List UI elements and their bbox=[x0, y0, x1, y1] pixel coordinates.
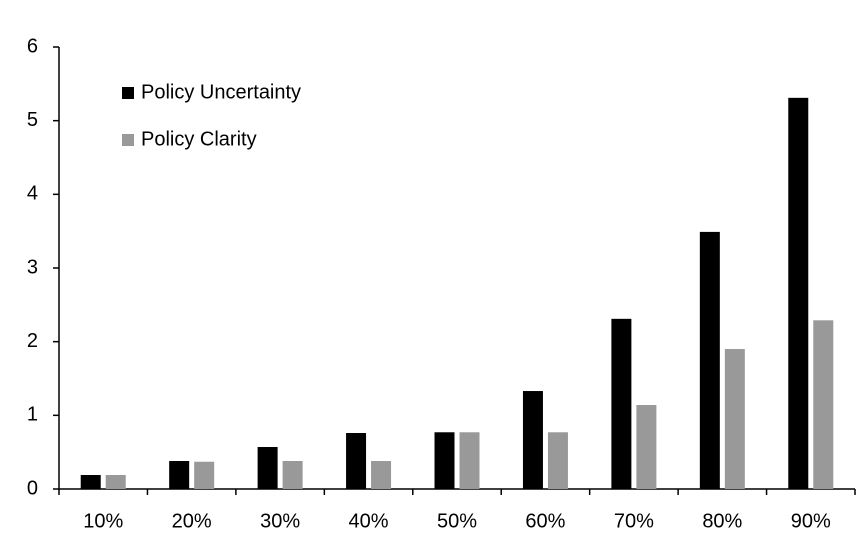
bar bbox=[346, 433, 367, 489]
bar bbox=[434, 432, 455, 489]
bar bbox=[699, 231, 720, 490]
bar bbox=[547, 432, 568, 489]
bar bbox=[371, 461, 392, 489]
legend-swatch bbox=[122, 134, 134, 146]
x-tick-label: 90% bbox=[791, 510, 831, 532]
bar bbox=[724, 349, 745, 489]
x-tick-label: 80% bbox=[702, 510, 742, 532]
x-tick-label: 50% bbox=[437, 510, 477, 532]
legend-swatch bbox=[122, 87, 134, 99]
bar bbox=[636, 405, 657, 489]
y-tick-label: 0 bbox=[27, 477, 38, 499]
bar bbox=[257, 447, 278, 489]
bar bbox=[813, 320, 834, 489]
legend-label: Policy Uncertainty bbox=[141, 81, 301, 103]
legend-label: Policy Clarity bbox=[141, 128, 257, 150]
bar bbox=[105, 475, 126, 489]
x-tick-label: 30% bbox=[260, 510, 300, 532]
bar bbox=[282, 461, 303, 489]
x-tick-label: 70% bbox=[614, 510, 654, 532]
bar bbox=[522, 391, 543, 489]
y-tick-label: 6 bbox=[27, 35, 38, 57]
x-tick-label: 20% bbox=[172, 510, 212, 532]
bar bbox=[80, 475, 101, 489]
x-tick-label: 10% bbox=[83, 510, 123, 532]
bar bbox=[459, 432, 480, 489]
y-tick-label: 5 bbox=[27, 109, 38, 131]
bar bbox=[611, 318, 632, 489]
y-tick-label: 1 bbox=[27, 404, 38, 426]
x-tick-label: 60% bbox=[525, 510, 565, 532]
bar bbox=[194, 461, 215, 489]
bar bbox=[788, 97, 809, 489]
bar bbox=[169, 461, 190, 489]
y-tick-label: 4 bbox=[27, 183, 38, 205]
x-tick-label: 40% bbox=[349, 510, 389, 532]
y-tick-label: 3 bbox=[27, 256, 38, 278]
y-tick-label: 2 bbox=[27, 330, 38, 352]
